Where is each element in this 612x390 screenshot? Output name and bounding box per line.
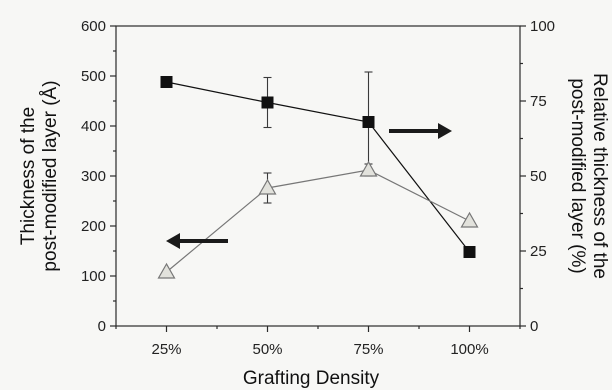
y-left-axis-title-line: Thickness of the <box>18 107 39 245</box>
y-left-tick-label: 0 <box>98 318 106 335</box>
y-right-tick-label: 75 <box>530 93 547 110</box>
axis-titles: Grafting Density Thickness of thepost-mo… <box>18 73 610 389</box>
data-point-triangle <box>460 211 479 228</box>
x-tick-label: 75% <box>353 341 383 358</box>
plot-frame <box>115 25 521 327</box>
x-tick-label: 50% <box>252 341 282 358</box>
data-point-triangle <box>258 178 277 195</box>
y-left-tick-label: 400 <box>81 118 106 135</box>
data-point-triangle <box>359 160 378 177</box>
y-right-axis-title-line: post-modified layer (%) <box>567 78 588 273</box>
x-axis-title: Grafting Density <box>243 368 380 389</box>
axis-ticks: 25% 50% 75% 100% 0 100 200 300 400 500 600 0 25 50 75 1… <box>81 18 555 358</box>
data-point-square <box>160 76 173 88</box>
y-left-tick-label: 200 <box>81 218 106 235</box>
y-right-tick-label: 50 <box>530 168 547 185</box>
y-left-tick-label: 300 <box>81 168 106 185</box>
x-tick-label: 25% <box>151 341 181 358</box>
y-right-tick-label: 100 <box>530 18 555 35</box>
data-point-triangle <box>157 262 176 279</box>
y-right-tick-label: 25 <box>530 243 547 260</box>
data-point-square <box>362 116 375 128</box>
annotation-arrows <box>166 123 452 249</box>
y-left-axis-title: Thickness of thepost-modified layer (Å) <box>18 80 61 271</box>
y-left-tick-label: 500 <box>81 68 106 85</box>
right-arrow-head <box>438 123 452 139</box>
y-right-tick-label: 0 <box>530 318 538 335</box>
data-point-square <box>261 96 274 109</box>
data-point-square <box>463 246 476 258</box>
y-left-tick-label: 600 <box>81 18 106 35</box>
y-right-axis-title: Relative thickness of thepost-modified l… <box>567 73 610 279</box>
x-tick-label: 100% <box>450 341 488 358</box>
y-left-axis-title-line: post-modified layer (Å) <box>40 80 61 271</box>
series-line <box>166 81 470 253</box>
y-right-axis-title-line: Relative thickness of the <box>589 73 610 279</box>
series-line <box>166 169 470 273</box>
y-left-tick-label: 100 <box>81 268 106 285</box>
left-arrow-head <box>166 233 180 249</box>
plot-border <box>115 25 521 327</box>
series-layer <box>157 71 479 279</box>
